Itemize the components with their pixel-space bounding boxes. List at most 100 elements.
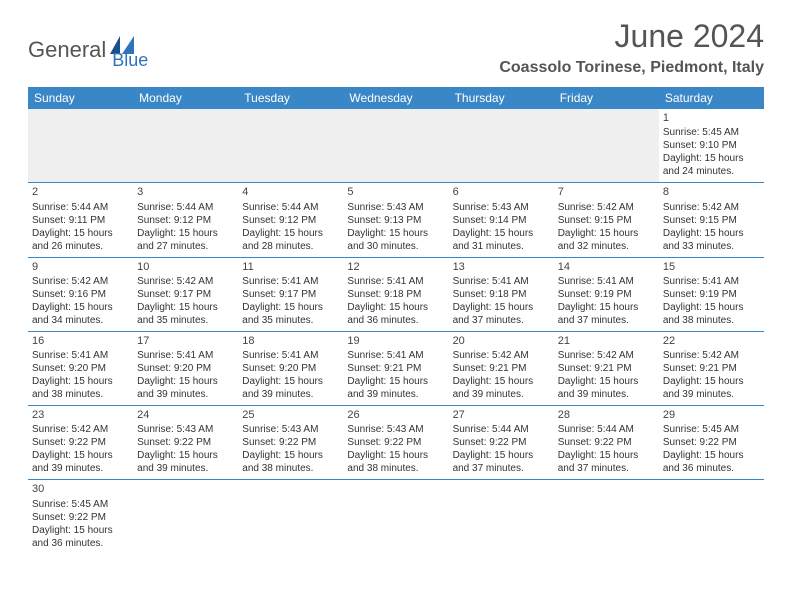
daylight-text: Daylight: 15 hours and 34 minutes. [32, 301, 129, 327]
day-number: 20 [453, 334, 550, 348]
calendar-cell: 16Sunrise: 5:41 AMSunset: 9:20 PMDayligh… [28, 332, 133, 405]
sunrise-text: Sunrise: 5:42 AM [663, 349, 760, 362]
calendar-cell: 2Sunrise: 5:44 AMSunset: 9:11 PMDaylight… [28, 183, 133, 256]
calendar-cell: 11Sunrise: 5:41 AMSunset: 9:17 PMDayligh… [238, 258, 343, 331]
daylight-text: Daylight: 15 hours and 38 minutes. [242, 449, 339, 475]
calendar-cell [343, 109, 448, 182]
calendar-week: 9Sunrise: 5:42 AMSunset: 9:16 PMDaylight… [28, 258, 764, 332]
day-number: 27 [453, 408, 550, 422]
daylight-text: Daylight: 15 hours and 39 minutes. [137, 375, 234, 401]
day-header: Monday [133, 87, 238, 109]
sunrise-text: Sunrise: 5:44 AM [558, 423, 655, 436]
sunset-text: Sunset: 9:12 PM [242, 214, 339, 227]
sunset-text: Sunset: 9:20 PM [137, 362, 234, 375]
calendar-cell: 3Sunrise: 5:44 AMSunset: 9:12 PMDaylight… [133, 183, 238, 256]
sunset-text: Sunset: 9:22 PM [663, 436, 760, 449]
day-number: 17 [137, 334, 234, 348]
day-header: Tuesday [238, 87, 343, 109]
logo-text-general: General [28, 37, 106, 63]
sunrise-text: Sunrise: 5:43 AM [453, 201, 550, 214]
calendar-cell [343, 480, 448, 553]
sunset-text: Sunset: 9:22 PM [453, 436, 550, 449]
weeks-container: 1Sunrise: 5:45 AMSunset: 9:10 PMDaylight… [28, 109, 764, 554]
daylight-text: Daylight: 15 hours and 31 minutes. [453, 227, 550, 253]
sunset-text: Sunset: 9:21 PM [453, 362, 550, 375]
sunset-text: Sunset: 9:22 PM [32, 511, 129, 524]
sunrise-text: Sunrise: 5:43 AM [347, 201, 444, 214]
daylight-text: Daylight: 15 hours and 39 minutes. [453, 375, 550, 401]
calendar-week: 2Sunrise: 5:44 AMSunset: 9:11 PMDaylight… [28, 183, 764, 257]
daylight-text: Daylight: 15 hours and 37 minutes. [453, 301, 550, 327]
calendar-cell: 15Sunrise: 5:41 AMSunset: 9:19 PMDayligh… [659, 258, 764, 331]
daylight-text: Daylight: 15 hours and 39 minutes. [242, 375, 339, 401]
daylight-text: Daylight: 15 hours and 38 minutes. [32, 375, 129, 401]
sunrise-text: Sunrise: 5:42 AM [137, 275, 234, 288]
calendar-cell [238, 109, 343, 182]
sunrise-text: Sunrise: 5:44 AM [32, 201, 129, 214]
daylight-text: Daylight: 15 hours and 37 minutes. [453, 449, 550, 475]
calendar-week: 23Sunrise: 5:42 AMSunset: 9:22 PMDayligh… [28, 406, 764, 480]
day-number: 18 [242, 334, 339, 348]
header: General Blue June 2024 Coassolo Torinese… [0, 0, 792, 81]
calendar-cell: 28Sunrise: 5:44 AMSunset: 9:22 PMDayligh… [554, 406, 659, 479]
sunrise-text: Sunrise: 5:44 AM [242, 201, 339, 214]
sunrise-text: Sunrise: 5:42 AM [453, 349, 550, 362]
calendar-cell: 22Sunrise: 5:42 AMSunset: 9:21 PMDayligh… [659, 332, 764, 405]
calendar-week: 1Sunrise: 5:45 AMSunset: 9:10 PMDaylight… [28, 109, 764, 183]
day-number: 28 [558, 408, 655, 422]
sunrise-text: Sunrise: 5:45 AM [32, 498, 129, 511]
daylight-text: Daylight: 15 hours and 38 minutes. [347, 449, 444, 475]
sunset-text: Sunset: 9:19 PM [663, 288, 760, 301]
sunset-text: Sunset: 9:15 PM [663, 214, 760, 227]
daylight-text: Daylight: 15 hours and 35 minutes. [137, 301, 234, 327]
sunset-text: Sunset: 9:18 PM [453, 288, 550, 301]
calendar-cell: 18Sunrise: 5:41 AMSunset: 9:20 PMDayligh… [238, 332, 343, 405]
day-number: 3 [137, 185, 234, 199]
sunrise-text: Sunrise: 5:43 AM [137, 423, 234, 436]
day-number: 25 [242, 408, 339, 422]
sunrise-text: Sunrise: 5:42 AM [558, 201, 655, 214]
day-header: Sunday [28, 87, 133, 109]
sunset-text: Sunset: 9:12 PM [137, 214, 234, 227]
sunrise-text: Sunrise: 5:41 AM [347, 275, 444, 288]
sunrise-text: Sunrise: 5:44 AM [453, 423, 550, 436]
calendar-cell: 26Sunrise: 5:43 AMSunset: 9:22 PMDayligh… [343, 406, 448, 479]
sunset-text: Sunset: 9:20 PM [32, 362, 129, 375]
day-header: Wednesday [343, 87, 448, 109]
calendar-cell: 30Sunrise: 5:45 AMSunset: 9:22 PMDayligh… [28, 480, 133, 553]
day-number: 6 [453, 185, 550, 199]
day-number: 1 [663, 111, 760, 125]
day-number: 22 [663, 334, 760, 348]
page-title: June 2024 [499, 18, 764, 55]
daylight-text: Daylight: 15 hours and 39 minutes. [32, 449, 129, 475]
day-number: 8 [663, 185, 760, 199]
sunrise-text: Sunrise: 5:42 AM [32, 423, 129, 436]
calendar-cell: 23Sunrise: 5:42 AMSunset: 9:22 PMDayligh… [28, 406, 133, 479]
daylight-text: Daylight: 15 hours and 37 minutes. [558, 449, 655, 475]
calendar-week: 16Sunrise: 5:41 AMSunset: 9:20 PMDayligh… [28, 332, 764, 406]
calendar-week: 30Sunrise: 5:45 AMSunset: 9:22 PMDayligh… [28, 480, 764, 553]
daylight-text: Daylight: 15 hours and 35 minutes. [242, 301, 339, 327]
sunrise-text: Sunrise: 5:41 AM [242, 349, 339, 362]
sunset-text: Sunset: 9:18 PM [347, 288, 444, 301]
day-number: 26 [347, 408, 444, 422]
calendar-cell: 19Sunrise: 5:41 AMSunset: 9:21 PMDayligh… [343, 332, 448, 405]
calendar-cell: 6Sunrise: 5:43 AMSunset: 9:14 PMDaylight… [449, 183, 554, 256]
day-number: 24 [137, 408, 234, 422]
day-headers-row: Sunday Monday Tuesday Wednesday Thursday… [28, 87, 764, 109]
calendar-cell: 4Sunrise: 5:44 AMSunset: 9:12 PMDaylight… [238, 183, 343, 256]
sunset-text: Sunset: 9:15 PM [558, 214, 655, 227]
calendar-cell [28, 109, 133, 182]
sunset-text: Sunset: 9:20 PM [242, 362, 339, 375]
logo-text-blue: Blue [112, 50, 148, 71]
calendar-cell [554, 109, 659, 182]
title-block: June 2024 Coassolo Torinese, Piedmont, I… [499, 18, 764, 77]
day-header: Friday [554, 87, 659, 109]
calendar-cell: 7Sunrise: 5:42 AMSunset: 9:15 PMDaylight… [554, 183, 659, 256]
day-number: 16 [32, 334, 129, 348]
calendar-cell: 21Sunrise: 5:42 AMSunset: 9:21 PMDayligh… [554, 332, 659, 405]
sunset-text: Sunset: 9:16 PM [32, 288, 129, 301]
day-header: Thursday [449, 87, 554, 109]
calendar-cell [449, 109, 554, 182]
day-number: 10 [137, 260, 234, 274]
